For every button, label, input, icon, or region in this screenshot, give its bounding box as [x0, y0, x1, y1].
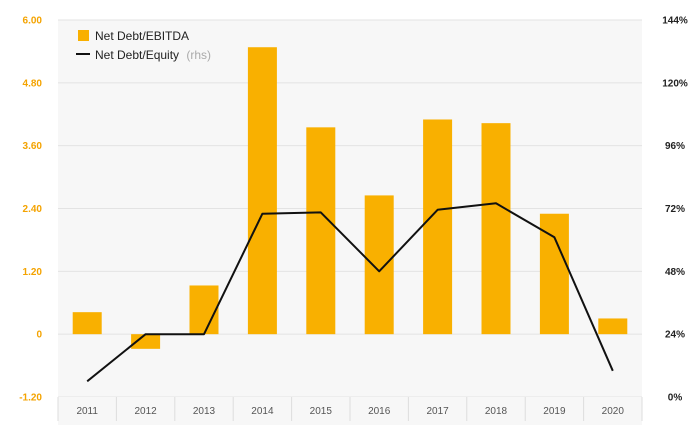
right-tick-label: 120% — [662, 78, 688, 89]
x-tick-label: 2020 — [602, 406, 625, 417]
bar-2014 — [247, 47, 277, 335]
bar-2016 — [364, 195, 394, 335]
x-tick-label: 2018 — [485, 406, 508, 417]
left-tick-label: 2.40 — [23, 204, 43, 215]
bar-2011 — [72, 312, 102, 335]
right-tick-label: 24% — [665, 330, 685, 341]
right-tick-label: 48% — [665, 267, 685, 278]
left-tick-label: 6.00 — [23, 16, 43, 27]
left-tick-label: 1.20 — [23, 267, 43, 278]
legend-label-line: Net Debt/Equity — [95, 48, 179, 62]
x-axis: 2011 2012 2013 2014 2015 2016 2017 2018 2019 2020 — [76, 406, 624, 417]
bar-2018 — [481, 123, 511, 335]
bar-series — [72, 47, 628, 349]
right-tick-label: 144% — [662, 16, 688, 27]
x-tick-label: 2013 — [193, 406, 216, 417]
right-tick-label: 96% — [665, 141, 685, 152]
bar-2015 — [306, 127, 336, 335]
right-tick-label: 0% — [668, 393, 683, 404]
x-tick-label: 2016 — [368, 406, 391, 417]
category-dividers — [57, 397, 643, 425]
bar-2020 — [598, 318, 628, 335]
x-tick-label: 2015 — [310, 406, 333, 417]
left-axis: 6.00 4.80 3.60 2.40 1.20 0 -1.20 — [19, 16, 42, 404]
legend: Net Debt/EBITDA Net Debt/Equity (rhs) — [76, 29, 211, 62]
legend-swatch-bar — [78, 30, 89, 41]
bar-2019 — [539, 213, 569, 335]
x-tick-label: 2012 — [134, 406, 157, 417]
x-tick-label: 2017 — [426, 406, 449, 417]
left-tick-label: 4.80 — [23, 78, 43, 89]
bar-2012 — [131, 334, 161, 349]
x-tick-label: 2014 — [251, 406, 274, 417]
x-tick-label: 2019 — [543, 406, 566, 417]
svg-text:Net Debt/Equity (rhs): Net Debt/Equity (rhs) — [95, 48, 211, 62]
right-tick-label: 72% — [665, 204, 685, 215]
legend-label-line-suffix: (rhs) — [186, 48, 211, 62]
bar-2017 — [423, 119, 453, 335]
left-tick-label: -1.20 — [19, 393, 42, 404]
left-tick-label: 3.60 — [23, 141, 43, 152]
line-path — [86, 202, 614, 383]
line-series — [86, 202, 614, 383]
bar-2013 — [189, 285, 219, 335]
x-tick-label: 2011 — [76, 406, 98, 417]
left-tick-label: 0 — [36, 330, 42, 341]
right-axis: 144% 120% 96% 72% 48% 24% 0% — [662, 16, 688, 404]
legend-label-bar: Net Debt/EBITDA — [95, 29, 189, 43]
